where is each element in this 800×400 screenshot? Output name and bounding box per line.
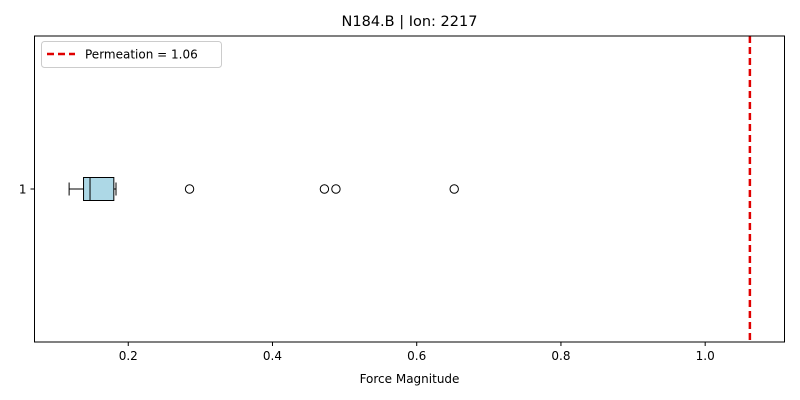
x-axis-label: Force Magnitude [360, 372, 460, 386]
outlier-point [319, 184, 330, 194]
outlier-point [449, 184, 459, 194]
x-tick-label: 0.4 [263, 349, 282, 363]
outlier-point [331, 184, 341, 194]
outlier-point [184, 184, 195, 194]
legend-entry-permeation: Permeation = 1.06 [85, 48, 198, 62]
x-tick-label: 0.6 [407, 349, 426, 363]
chart-title: N184.B | Ion: 2217 [342, 14, 478, 30]
y-tick-label: 1 [19, 183, 27, 197]
interquartile-box [83, 177, 115, 201]
x-axis-ticks: 0.2 0.4 0.6 0.8 1.0 [119, 342, 715, 363]
axes-background [34, 36, 785, 342]
legend: Permeation = 1.06 [41, 41, 222, 68]
boxplot [68, 177, 117, 201]
legend-frame [41, 41, 222, 68]
x-tick-label: 0.2 [119, 349, 138, 363]
x-tick-label: 0.8 [551, 349, 570, 363]
y-axis-ticks: 1 [19, 183, 35, 197]
outliers [184, 184, 459, 194]
x-tick-label: 1.0 [696, 349, 715, 363]
plot-area [34, 36, 785, 342]
